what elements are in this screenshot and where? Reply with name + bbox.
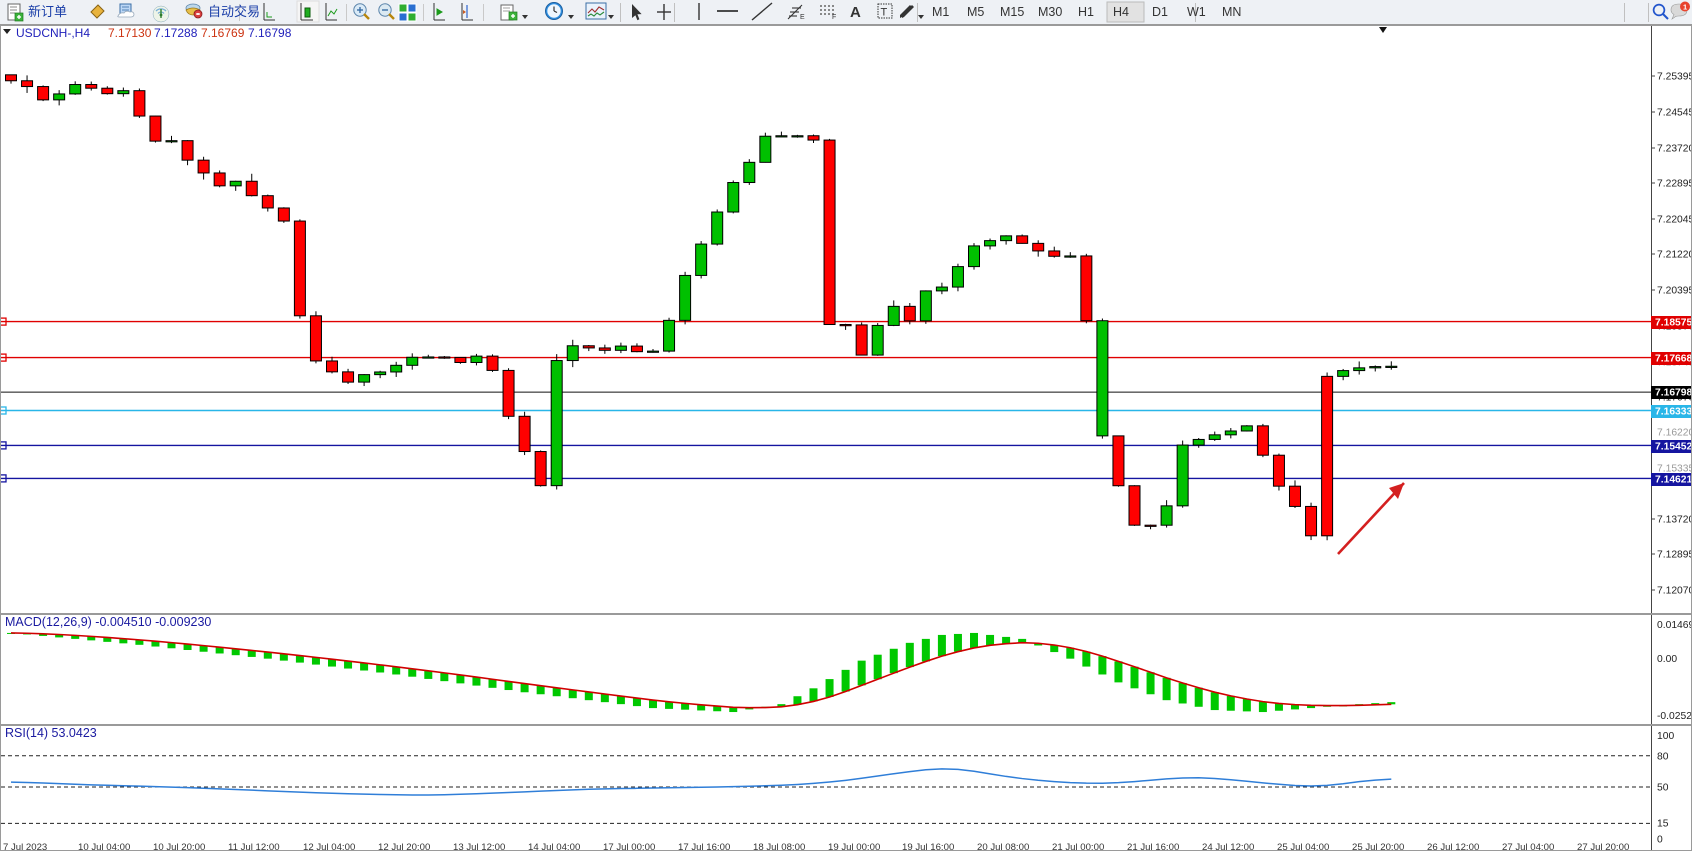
svg-text:M1: M1 (932, 5, 949, 19)
svg-text:7.17130: 7.17130 (108, 26, 152, 40)
svg-text:13 Jul 12:00: 13 Jul 12:00 (453, 842, 505, 851)
svg-text:RSI(14) 53.0423: RSI(14) 53.0423 (5, 726, 97, 740)
svg-text:7.15452: 7.15452 (1655, 442, 1692, 453)
svg-text:新订单: 新订单 (28, 4, 67, 19)
svg-text:D1: D1 (1152, 5, 1168, 19)
svg-text:17 Jul 16:00: 17 Jul 16:00 (678, 842, 730, 851)
svg-text:7.23720: 7.23720 (1657, 144, 1692, 155)
svg-text:18 Jul 08:00: 18 Jul 08:00 (753, 842, 805, 851)
svg-text:0.00: 0.00 (1657, 654, 1677, 665)
svg-text:7.17288: 7.17288 (154, 26, 198, 40)
svg-text:19 Jul 00:00: 19 Jul 00:00 (828, 842, 880, 851)
svg-text:24 Jul 12:00: 24 Jul 12:00 (1202, 842, 1254, 851)
svg-text:7.18575: 7.18575 (1655, 318, 1692, 329)
svg-text:25 Jul 04:00: 25 Jul 04:00 (1277, 842, 1329, 851)
svg-text:MN: MN (1222, 5, 1241, 19)
svg-text:自动交易: 自动交易 (208, 4, 260, 19)
svg-text:M15: M15 (1000, 5, 1024, 19)
svg-text:15: 15 (1657, 819, 1669, 830)
svg-text:10 Jul 20:00: 10 Jul 20:00 (153, 842, 205, 851)
svg-text:50: 50 (1657, 783, 1669, 794)
svg-text:7.16798: 7.16798 (1655, 388, 1692, 399)
svg-text:7.24545: 7.24545 (1657, 108, 1692, 119)
svg-text:7.17668: 7.17668 (1655, 354, 1692, 365)
svg-text:27 Jul 20:00: 27 Jul 20:00 (1577, 842, 1629, 851)
svg-text:21 Jul 16:00: 21 Jul 16:00 (1127, 842, 1179, 851)
svg-text:11 Jul 12:00: 11 Jul 12:00 (228, 842, 280, 851)
svg-text:12 Jul 04:00: 12 Jul 04:00 (303, 842, 355, 851)
svg-text:7.22895: 7.22895 (1657, 179, 1692, 190)
svg-text:7.15335: 7.15335 (1657, 464, 1692, 475)
svg-text:7 Jul 2023: 7 Jul 2023 (3, 842, 47, 851)
svg-text:MACD(12,26,9) -0.004510 -0.009: MACD(12,26,9) -0.004510 -0.009230 (5, 615, 211, 629)
svg-text:100: 100 (1657, 731, 1674, 742)
svg-text:E: E (800, 14, 805, 21)
svg-text:10 Jul 04:00: 10 Jul 04:00 (78, 842, 130, 851)
svg-text:7.16220: 7.16220 (1657, 428, 1692, 439)
svg-text:14 Jul 04:00: 14 Jul 04:00 (528, 842, 580, 851)
svg-text:M5: M5 (967, 5, 984, 19)
svg-text:80: 80 (1657, 752, 1669, 763)
svg-text:1: 1 (1683, 2, 1687, 11)
svg-text:7.12895: 7.12895 (1657, 550, 1692, 561)
svg-text:7.16798: 7.16798 (248, 26, 292, 40)
svg-text:12 Jul 20:00: 12 Jul 20:00 (378, 842, 430, 851)
svg-text:25 Jul 20:00: 25 Jul 20:00 (1352, 842, 1404, 851)
svg-text:27 Jul 04:00: 27 Jul 04:00 (1502, 842, 1554, 851)
svg-text:20 Jul 08:00: 20 Jul 08:00 (977, 842, 1029, 851)
svg-text:W1: W1 (1187, 5, 1206, 19)
svg-text:19 Jul 16:00: 19 Jul 16:00 (902, 842, 954, 851)
svg-text:7.13720: 7.13720 (1657, 515, 1692, 526)
svg-text:7.22045: 7.22045 (1657, 215, 1692, 226)
svg-text:26 Jul 12:00: 26 Jul 12:00 (1427, 842, 1479, 851)
svg-text:7.20395: 7.20395 (1657, 286, 1692, 297)
svg-text:21 Jul 00:00: 21 Jul 00:00 (1052, 842, 1104, 851)
svg-text:7.14621: 7.14621 (1655, 475, 1692, 486)
svg-text:7.16333: 7.16333 (1655, 407, 1692, 418)
svg-text:0: 0 (1657, 835, 1663, 846)
svg-text:USDCNH-,H4: USDCNH-,H4 (16, 26, 90, 40)
svg-text:F: F (832, 14, 836, 21)
svg-text:M30: M30 (1038, 5, 1062, 19)
svg-text:0.014691: 0.014691 (1657, 620, 1692, 631)
svg-text:A: A (850, 4, 861, 21)
svg-text:T: T (881, 7, 888, 19)
svg-text:H4: H4 (1113, 5, 1129, 19)
svg-text:7.25395: 7.25395 (1657, 72, 1692, 83)
svg-text:7.12070: 7.12070 (1657, 586, 1692, 597)
svg-text:7.21220: 7.21220 (1657, 250, 1692, 261)
svg-text:-0.02524: -0.02524 (1657, 711, 1692, 722)
svg-text:H1: H1 (1078, 5, 1094, 19)
svg-text:7.16769: 7.16769 (201, 26, 245, 40)
svg-text:17 Jul 00:00: 17 Jul 00:00 (603, 842, 655, 851)
